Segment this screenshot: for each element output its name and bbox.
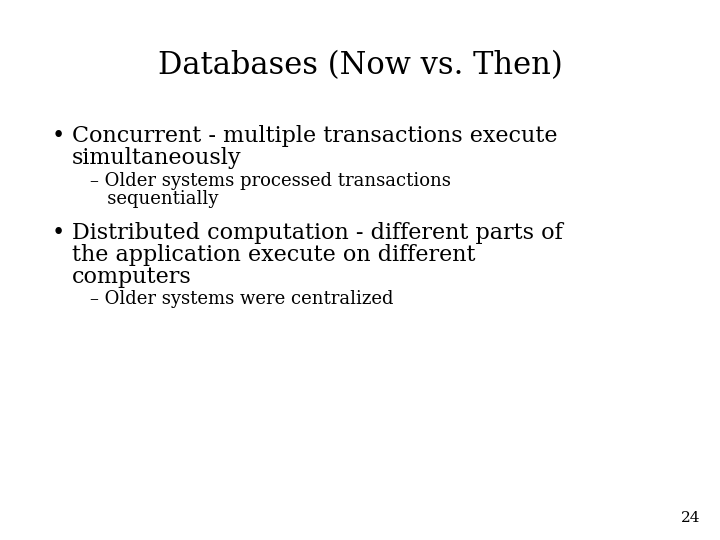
Text: •: • (52, 125, 66, 147)
Text: Concurrent - multiple transactions execute: Concurrent - multiple transactions execu… (72, 125, 557, 147)
Text: – Older systems were centralized: – Older systems were centralized (90, 290, 394, 308)
Text: sequentially: sequentially (90, 190, 218, 208)
Text: simultaneously: simultaneously (72, 147, 242, 169)
Text: computers: computers (72, 266, 192, 288)
Text: 24: 24 (680, 511, 700, 525)
Text: Databases (Now vs. Then): Databases (Now vs. Then) (158, 50, 562, 81)
Text: •: • (52, 222, 66, 244)
Text: the application execute on different: the application execute on different (72, 244, 475, 266)
Text: – Older systems processed transactions: – Older systems processed transactions (90, 172, 451, 190)
Text: Distributed computation - different parts of: Distributed computation - different part… (72, 222, 563, 244)
